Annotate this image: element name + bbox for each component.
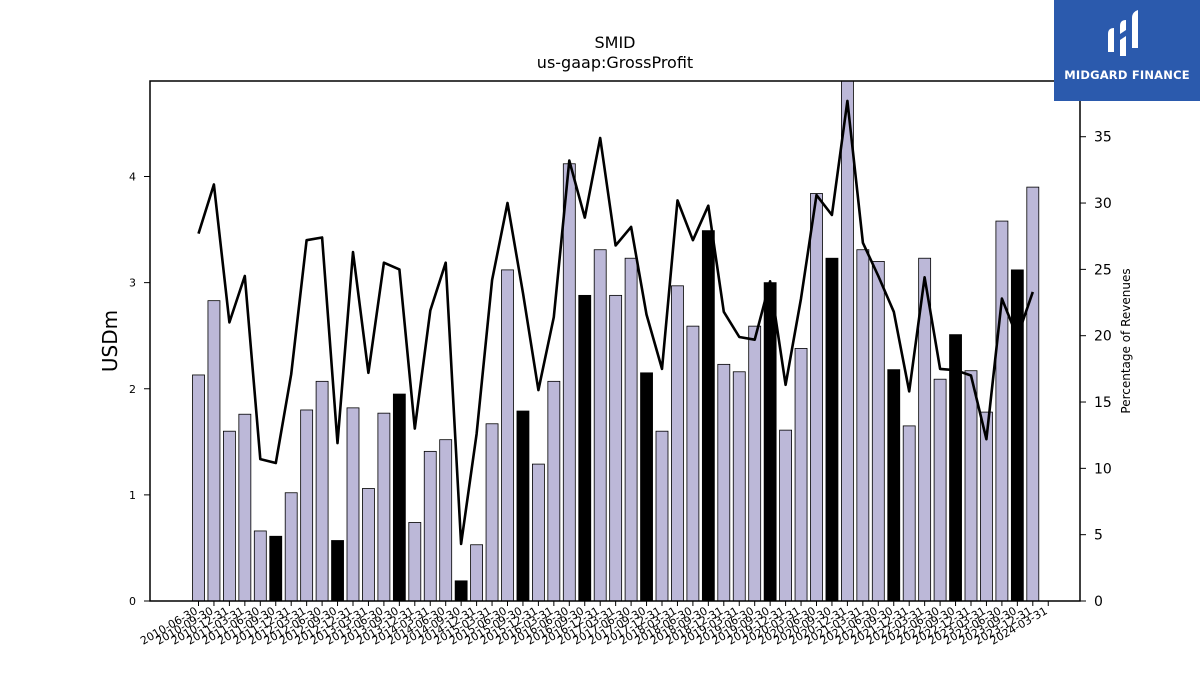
bar-2019-12-31 bbox=[779, 429, 792, 602]
chart-title: SMID bbox=[595, 33, 636, 52]
right-tick-label: 20 bbox=[1094, 329, 1112, 345]
bar-2013-09-30 bbox=[392, 393, 406, 602]
bar-2019-06-30 bbox=[748, 325, 762, 602]
left-tick-label: 3 bbox=[129, 277, 136, 290]
bar-2021-06-30 bbox=[871, 261, 885, 602]
bar-2015-09-30 bbox=[516, 410, 530, 602]
plot-frame bbox=[149, 80, 1081, 602]
bar-2017-09-30 bbox=[640, 372, 653, 602]
bar-2015-03-31 bbox=[485, 423, 499, 602]
bar-2013-12-31 bbox=[408, 522, 422, 602]
bar-2014-06-30 bbox=[439, 439, 453, 602]
midgard-logo-icon bbox=[1108, 10, 1138, 56]
right-tick-label: 5 bbox=[1094, 528, 1103, 544]
x-axis: 2010-06-302010-09-302010-12-312011-03-31… bbox=[138, 601, 1050, 648]
bar-2017-06-30 bbox=[624, 257, 638, 602]
bar-2010-06-30 bbox=[192, 374, 205, 602]
bar-2016-12-31 bbox=[593, 249, 607, 602]
chart-subtitle: us-gaap:GrossProfit bbox=[537, 53, 693, 72]
bar-2018-09-30 bbox=[701, 230, 715, 602]
bar-2018-03-31 bbox=[671, 285, 684, 602]
right-tick-label: 30 bbox=[1094, 196, 1112, 212]
bar-2021-09-30 bbox=[887, 369, 901, 602]
left-axis-label: USDm bbox=[98, 310, 122, 372]
bar-2020-12-31 bbox=[841, 80, 854, 602]
right-tick-label: 10 bbox=[1094, 461, 1112, 477]
midgard-finance-logo: MIDGARD FINANCE bbox=[1054, 0, 1200, 101]
bar-2014-12-31 bbox=[470, 544, 484, 602]
bar-2021-12-31 bbox=[902, 425, 916, 602]
logo-text: MIDGARD FINANCE bbox=[1064, 68, 1190, 82]
right-tick-label: 0 bbox=[1094, 594, 1103, 610]
bar-2019-09-30 bbox=[763, 282, 777, 602]
bar-2012-12-31 bbox=[346, 407, 360, 602]
bar-2018-06-30 bbox=[686, 325, 700, 602]
left-tick-label: 0 bbox=[129, 595, 136, 608]
right-tick-label: 35 bbox=[1094, 130, 1112, 146]
bar-2015-06-30 bbox=[501, 269, 514, 602]
left-tick-label: 2 bbox=[129, 383, 136, 396]
bar-2013-03-31 bbox=[362, 488, 375, 602]
right-tick-label: 15 bbox=[1094, 395, 1112, 411]
bar-2022-06-30 bbox=[933, 378, 947, 602]
bar-2020-09-30 bbox=[825, 257, 839, 602]
bar-2023-06-30 bbox=[995, 220, 1009, 602]
bar-2016-09-30 bbox=[578, 294, 592, 602]
bar-2022-09-30 bbox=[949, 334, 962, 602]
left-axis: 0 1 2 3 4 bbox=[129, 171, 150, 608]
bar-2016-03-31 bbox=[547, 380, 561, 602]
bar-2010-09-30 bbox=[207, 300, 221, 602]
bar-2023-12-31 bbox=[1026, 186, 1040, 602]
bar-2011-03-31 bbox=[238, 413, 252, 602]
bar-2019-03-31 bbox=[732, 371, 746, 602]
right-axis-label: Percentage of Revenues bbox=[1119, 268, 1133, 413]
bar-2014-09-30 bbox=[454, 580, 468, 602]
bar-series bbox=[192, 80, 1040, 602]
bar-2017-12-31 bbox=[655, 430, 669, 602]
bar-2023-09-30 bbox=[1010, 269, 1024, 602]
bar-2020-03-31 bbox=[794, 348, 808, 602]
bar-2011-06-30 bbox=[253, 530, 267, 602]
bar-2014-03-31 bbox=[423, 450, 437, 602]
bar-2010-12-31 bbox=[222, 430, 236, 602]
bar-2022-12-31 bbox=[964, 370, 978, 602]
line-series bbox=[197, 99, 1035, 546]
bar-2016-06-30 bbox=[562, 163, 576, 602]
bar-2017-03-31 bbox=[609, 294, 623, 602]
bar-2020-06-30 bbox=[810, 193, 823, 602]
bar-2012-03-31 bbox=[300, 409, 314, 602]
bar-2018-12-31 bbox=[717, 363, 731, 602]
percentage-line bbox=[197, 99, 1035, 546]
bar-2012-09-30 bbox=[331, 540, 344, 602]
left-tick-label: 4 bbox=[129, 171, 136, 184]
right-tick-label: 25 bbox=[1094, 262, 1112, 278]
bar-2015-12-31 bbox=[532, 463, 545, 602]
left-tick-label: 1 bbox=[129, 489, 136, 502]
bar-2021-03-31 bbox=[856, 249, 870, 602]
bar-2011-09-30 bbox=[269, 535, 283, 602]
bar-2012-06-30 bbox=[315, 380, 329, 602]
right-axis: 0 5 10 15 20 25 30 35 bbox=[1080, 130, 1112, 610]
bar-2013-06-30 bbox=[377, 412, 391, 602]
bar-2011-12-31 bbox=[284, 492, 298, 602]
